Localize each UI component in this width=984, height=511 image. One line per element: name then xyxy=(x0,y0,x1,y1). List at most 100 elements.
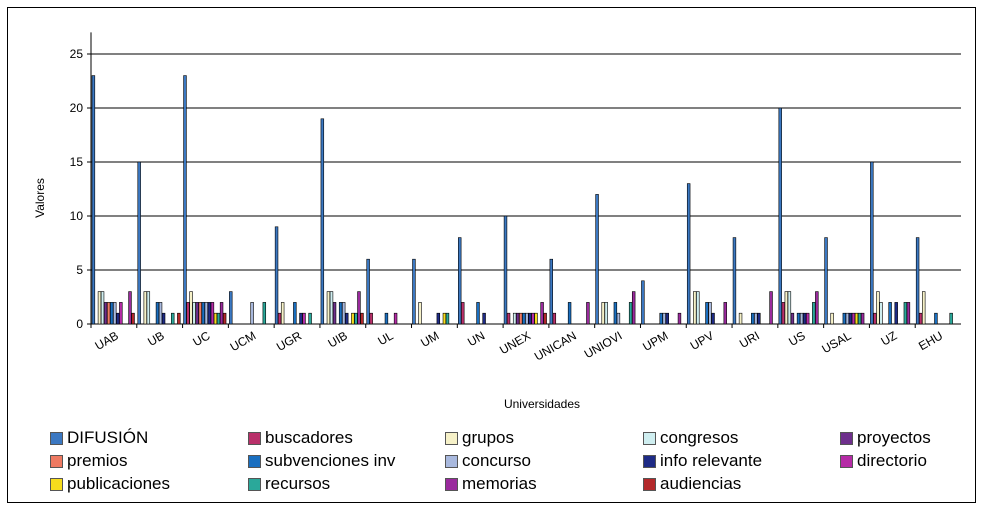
bar xyxy=(686,183,691,325)
bar xyxy=(751,312,755,325)
bar xyxy=(870,161,874,325)
bar xyxy=(876,291,880,325)
bar xyxy=(442,312,447,325)
legend-item: premios xyxy=(50,451,127,471)
bar xyxy=(860,312,865,325)
x-tick-label: UNIOVI xyxy=(582,328,625,361)
bar xyxy=(754,312,758,325)
x-tick-label: UB xyxy=(145,328,166,348)
bar xyxy=(210,302,215,325)
bar xyxy=(769,291,773,325)
bar xyxy=(506,312,511,325)
bar xyxy=(903,302,908,325)
legend-label: concurso xyxy=(462,451,531,470)
bar xyxy=(320,118,325,325)
bar xyxy=(482,312,486,325)
bar xyxy=(781,302,785,325)
x-tick-label: UIB xyxy=(326,328,350,350)
bar xyxy=(693,291,697,325)
bar xyxy=(857,312,862,325)
legend-item: subvenciones inv xyxy=(248,451,395,471)
x-tick-label: UZ xyxy=(878,328,899,348)
bar xyxy=(106,302,111,325)
bar xyxy=(552,312,557,325)
bar xyxy=(601,302,605,325)
bar xyxy=(805,312,810,325)
legend-label: directorio xyxy=(857,451,927,470)
bar xyxy=(329,291,334,325)
bar xyxy=(549,258,553,325)
bar xyxy=(161,312,166,325)
bar xyxy=(604,302,608,325)
bar xyxy=(195,302,199,325)
bar xyxy=(299,312,303,325)
bar xyxy=(207,302,212,325)
x-tick-label: URI xyxy=(737,328,762,350)
bar xyxy=(332,302,337,325)
legend-label: congresos xyxy=(660,428,739,447)
legend-item: buscadores xyxy=(248,428,353,448)
legend-item: congresos xyxy=(643,428,738,448)
bar xyxy=(274,226,279,325)
bar xyxy=(894,302,898,325)
x-tick-label: UN xyxy=(465,328,487,349)
bar xyxy=(711,312,715,325)
bar xyxy=(277,312,282,325)
bar xyxy=(628,302,633,325)
bar xyxy=(476,302,480,325)
bar xyxy=(97,291,102,325)
y-tick-label: 20 xyxy=(70,101,84,115)
legend-swatch xyxy=(643,431,656,445)
bar xyxy=(198,302,202,325)
legend-swatch xyxy=(50,477,63,491)
bar xyxy=(189,291,193,325)
legend-item: directorio xyxy=(840,451,927,471)
x-tick-label: UCM xyxy=(228,328,259,354)
legend-swatch xyxy=(248,454,261,468)
x-tick-label: UM xyxy=(418,328,441,349)
bar xyxy=(177,312,181,325)
bar xyxy=(934,312,938,325)
bar xyxy=(854,312,859,325)
bar xyxy=(192,302,196,325)
bar xyxy=(393,312,398,325)
legend-item: memorias xyxy=(445,474,537,494)
bar xyxy=(522,312,526,325)
bar xyxy=(216,312,221,325)
bar xyxy=(879,302,883,325)
legend-item: publicaciones xyxy=(50,474,170,494)
bar xyxy=(641,280,645,325)
legend-label: grupos xyxy=(462,428,514,447)
bar xyxy=(351,312,355,325)
x-tick-label: UGR xyxy=(274,328,304,354)
bar xyxy=(418,302,422,325)
chart-frame: 0 5 10 15 20 25 UAB UB UC UCM UGR UIB UL UM UN UNEX UNIC… xyxy=(7,7,976,503)
legend-swatch xyxy=(445,477,458,491)
legend-item: proyectos xyxy=(840,428,931,448)
legend-item: DIFUSIÓN xyxy=(50,428,148,448)
bar xyxy=(567,302,572,325)
bar xyxy=(949,312,953,325)
bar xyxy=(613,302,618,325)
legend-item: info relevante xyxy=(643,451,762,471)
bar xyxy=(146,291,151,325)
x-tick-label: UC xyxy=(190,328,212,349)
bar xyxy=(723,302,727,325)
legend-label: recursos xyxy=(265,474,331,493)
bar xyxy=(738,312,743,325)
legend-item: recursos xyxy=(248,474,330,494)
bar xyxy=(705,302,709,325)
bar xyxy=(113,302,117,325)
bar xyxy=(845,312,850,325)
bar xyxy=(906,302,911,325)
bar xyxy=(790,312,795,325)
legend-swatch xyxy=(50,431,63,445)
bar xyxy=(366,258,370,325)
bar xyxy=(842,312,847,325)
y-axis-title: Valores xyxy=(33,178,47,218)
bar xyxy=(445,312,450,325)
bar xyxy=(171,312,175,325)
bar xyxy=(280,302,285,325)
y-tick-label: 25 xyxy=(70,47,84,61)
bar xyxy=(696,291,700,325)
